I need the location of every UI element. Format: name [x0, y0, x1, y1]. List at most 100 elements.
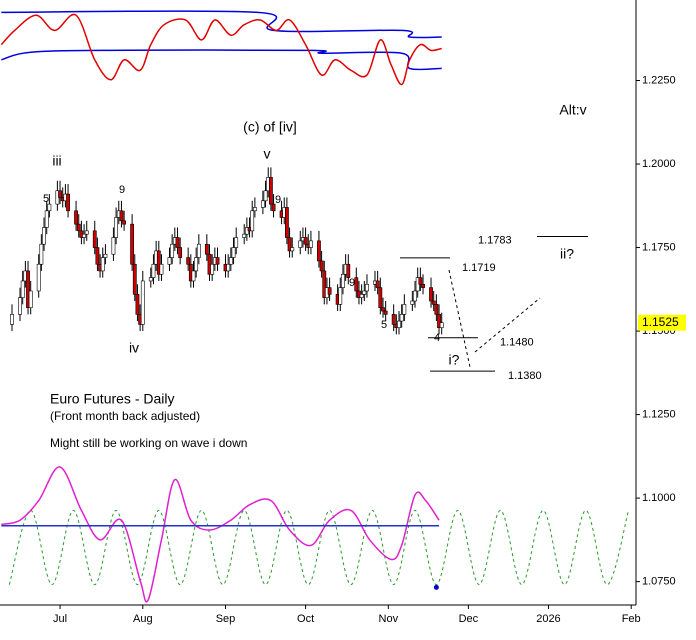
- projection: [448, 269, 471, 368]
- candle-body: [346, 263, 351, 278]
- indicator-marker: [433, 584, 439, 590]
- candle-body: [359, 294, 364, 298]
- candle-body: [354, 277, 359, 292]
- candle-body: [322, 270, 327, 298]
- wave-label: ii?: [560, 246, 574, 262]
- wave-label: Alt:v: [559, 102, 586, 118]
- indicator-line: [1, 466, 440, 603]
- indicator-line: [8, 509, 630, 586]
- candle-body: [365, 283, 369, 292]
- candle-body: [204, 243, 209, 255]
- wave-label: iii: [52, 153, 61, 169]
- candle-body: [215, 257, 220, 265]
- wave-label: 9: [119, 184, 125, 196]
- x-tick-label: Aug: [133, 613, 153, 625]
- candle-body: [375, 280, 380, 288]
- candle-body: [44, 210, 49, 228]
- y-tick-label: 1.2000: [642, 158, 676, 170]
- candle-body: [95, 247, 100, 265]
- candle-body: [132, 263, 137, 295]
- candle-body: [309, 240, 313, 248]
- candle-body: [167, 257, 172, 265]
- candle-body: [130, 223, 135, 265]
- candle-body: [196, 243, 201, 258]
- wave-label: 5: [43, 193, 49, 205]
- candle-body: [159, 263, 164, 275]
- candle-body: [194, 257, 199, 272]
- y-tick-label: 1.2250: [642, 74, 676, 86]
- candle-body: [285, 207, 289, 238]
- candle-body: [268, 177, 273, 205]
- candle-body: [327, 287, 332, 295]
- candle-body: [391, 314, 396, 325]
- x-tick-label: 2026: [536, 613, 560, 625]
- candle-body: [42, 227, 46, 245]
- candle-body: [39, 243, 44, 265]
- candle-body: [175, 237, 180, 248]
- x-tick-label: Oct: [297, 613, 314, 625]
- candle-body: [114, 217, 118, 238]
- candle-body: [418, 277, 423, 285]
- candle-body: [231, 247, 236, 258]
- candle-body: [210, 263, 215, 275]
- candle-body: [10, 314, 14, 325]
- level-label: 1.1783: [478, 234, 512, 246]
- level-label: 1.1480: [500, 337, 534, 349]
- candle-body: [84, 230, 89, 235]
- candle-body: [434, 304, 439, 315]
- wave-label: i?: [449, 352, 460, 368]
- wave-label: 9: [349, 277, 355, 289]
- candle-body: [399, 314, 404, 322]
- candle-body: [58, 190, 62, 198]
- candle-body: [20, 280, 25, 298]
- last-price-box: [638, 314, 686, 331]
- candle-body: [191, 270, 196, 282]
- candle-body: [119, 210, 124, 222]
- candle-body: [341, 273, 345, 288]
- candle-body: [290, 247, 295, 252]
- candle-body: [111, 237, 116, 255]
- candle-body: [76, 223, 81, 232]
- candle-body: [151, 263, 156, 278]
- candle-body: [319, 260, 324, 272]
- candle-body: [228, 257, 233, 265]
- note: Might still be working on wave i down: [50, 436, 247, 450]
- candle-body: [362, 290, 367, 295]
- plot-area: [0, 10, 630, 603]
- x-tick-label: Sep: [216, 613, 236, 625]
- candle-body: [226, 263, 231, 272]
- candle-body: [178, 247, 183, 258]
- candle-body: [429, 287, 433, 302]
- candle-body: [397, 320, 401, 329]
- candle-body: [410, 300, 415, 305]
- candle-body: [156, 250, 161, 275]
- candle-body: [122, 220, 127, 225]
- candle-body: [92, 230, 97, 248]
- candle-body: [234, 237, 239, 248]
- candle-body: [421, 283, 425, 288]
- candle-body: [28, 290, 33, 308]
- candle-body: [317, 240, 321, 262]
- candle-body: [252, 207, 257, 212]
- wave-label: v: [264, 146, 271, 162]
- wave-label: 4: [434, 332, 440, 344]
- candle-body: [74, 210, 78, 225]
- y-tick-label: 1.2500: [642, 0, 676, 3]
- candle-body: [36, 263, 41, 292]
- candle-body: [431, 300, 436, 305]
- candle-body: [100, 257, 105, 272]
- candle-body: [437, 314, 441, 329]
- candle-body: [413, 290, 417, 302]
- candle-body: [402, 304, 407, 315]
- candle-body: [338, 287, 343, 305]
- y-tick-label: 1.1000: [642, 492, 676, 504]
- candle-body: [148, 277, 153, 282]
- candle-body: [381, 307, 385, 312]
- candle-body: [47, 203, 52, 212]
- wave-label: 5: [381, 319, 387, 331]
- y-tick-label: 1.0750: [642, 576, 676, 588]
- candle-body: [260, 200, 265, 208]
- x-tick-label: Jul: [53, 613, 67, 625]
- candle-body: [103, 253, 108, 258]
